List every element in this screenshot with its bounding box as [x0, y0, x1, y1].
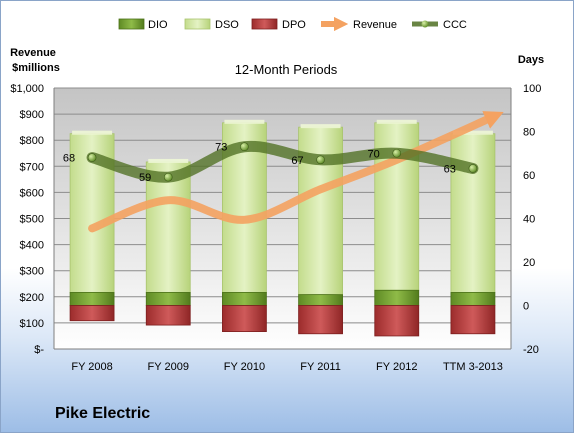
- ccc-data-label: 59: [139, 172, 151, 184]
- right-tick-label: 40: [523, 214, 535, 226]
- bar-dio: [374, 289, 420, 306]
- bar-dso-cap: [148, 158, 189, 163]
- left-tick-label: $100: [20, 318, 44, 330]
- left-tick-label: $900: [20, 109, 44, 121]
- right-tick-label: 100: [523, 83, 541, 95]
- bar-dso-cap: [452, 130, 493, 135]
- x-tick-label: FY 2009: [148, 361, 189, 373]
- bar-dpo: [222, 305, 267, 333]
- left-tick-label: $800: [20, 135, 44, 147]
- left-tick-label: $600: [20, 187, 44, 199]
- legend-label: DIO: [148, 19, 168, 31]
- ccc-marker: [468, 164, 478, 173]
- ccc-marker: [163, 172, 173, 182]
- ccc-data-label: 67: [291, 155, 303, 167]
- x-tick-label: FY 2010: [224, 361, 265, 373]
- ccc-data-label: 68: [63, 153, 75, 165]
- right-tick-label: 80: [523, 127, 535, 139]
- bar-dso-cap: [72, 130, 113, 135]
- lines: 68 59 73 67 70 63: [63, 111, 504, 233]
- bar-dso-cap: [300, 124, 341, 129]
- legend-swatch-ccc-marker: [421, 20, 429, 28]
- ccc-data-label: 70: [368, 148, 380, 160]
- x-tick-label: FY 2012: [376, 361, 417, 373]
- bar-dpo: [374, 305, 420, 337]
- bar-dso: [450, 133, 496, 293]
- right-axis-title: Days: [518, 54, 544, 66]
- chart-title: 12-Month Periods: [235, 62, 338, 77]
- left-tick-label: $-: [34, 344, 44, 356]
- left-axis-title-line1: Revenue: [10, 47, 56, 59]
- legend: DIO DSO DPO Revenue CCC: [118, 16, 467, 32]
- bar-dpo: [145, 305, 191, 326]
- bar-dso-cap: [376, 119, 417, 124]
- ccc-data-label: 73: [215, 142, 227, 154]
- ccc-data-label: 63: [444, 163, 456, 175]
- left-tick-label: $700: [20, 161, 44, 173]
- bar-dpo: [298, 305, 343, 335]
- legend-swatch-dso: [184, 18, 211, 30]
- ccc-marker: [316, 155, 325, 165]
- ccc-line: [86, 140, 479, 183]
- legend-swatch-dio: [118, 18, 145, 30]
- left-tick-label: $300: [20, 266, 44, 278]
- left-tick-label: $400: [20, 240, 44, 252]
- right-tick-label: -20: [523, 344, 539, 356]
- bar-dio: [222, 292, 267, 306]
- bar-dpo: [69, 305, 115, 322]
- right-tick-label: 60: [523, 170, 535, 182]
- legend-label: DSO: [215, 19, 239, 31]
- bar-dio: [450, 292, 496, 306]
- right-tick-label: 0: [523, 301, 529, 313]
- left-tick-label: $200: [20, 292, 44, 304]
- right-tick-label: 20: [523, 257, 535, 269]
- x-tick-label: FY 2008: [71, 361, 112, 373]
- legend-label: DPO: [282, 19, 306, 31]
- ccc-marker: [240, 142, 249, 152]
- bar-dso-cap: [224, 119, 265, 124]
- left-axis-title-line2: $millions: [12, 62, 60, 74]
- legend-swatch-dpo: [251, 18, 278, 30]
- bar-dio: [145, 292, 191, 306]
- left-tick-label: $1,000: [10, 83, 44, 95]
- legend-label: CCC: [443, 19, 467, 31]
- ccc-marker: [87, 153, 97, 162]
- legend-label: Revenue: [353, 19, 397, 31]
- company-name: Pike Electric: [55, 405, 151, 422]
- bar-dio: [69, 292, 115, 306]
- ccc-marker: [392, 148, 402, 158]
- x-tick-label: FY 2011: [300, 361, 341, 373]
- axes: $- $100 $200 $300 $400 $500 $600 $700 $800 $900 $1…: [10, 83, 541, 373]
- bar-dpo: [450, 305, 496, 335]
- left-tick-label: $500: [20, 214, 44, 226]
- bar-dio: [298, 294, 343, 306]
- x-tick-label: TTM 3-2013: [443, 361, 503, 373]
